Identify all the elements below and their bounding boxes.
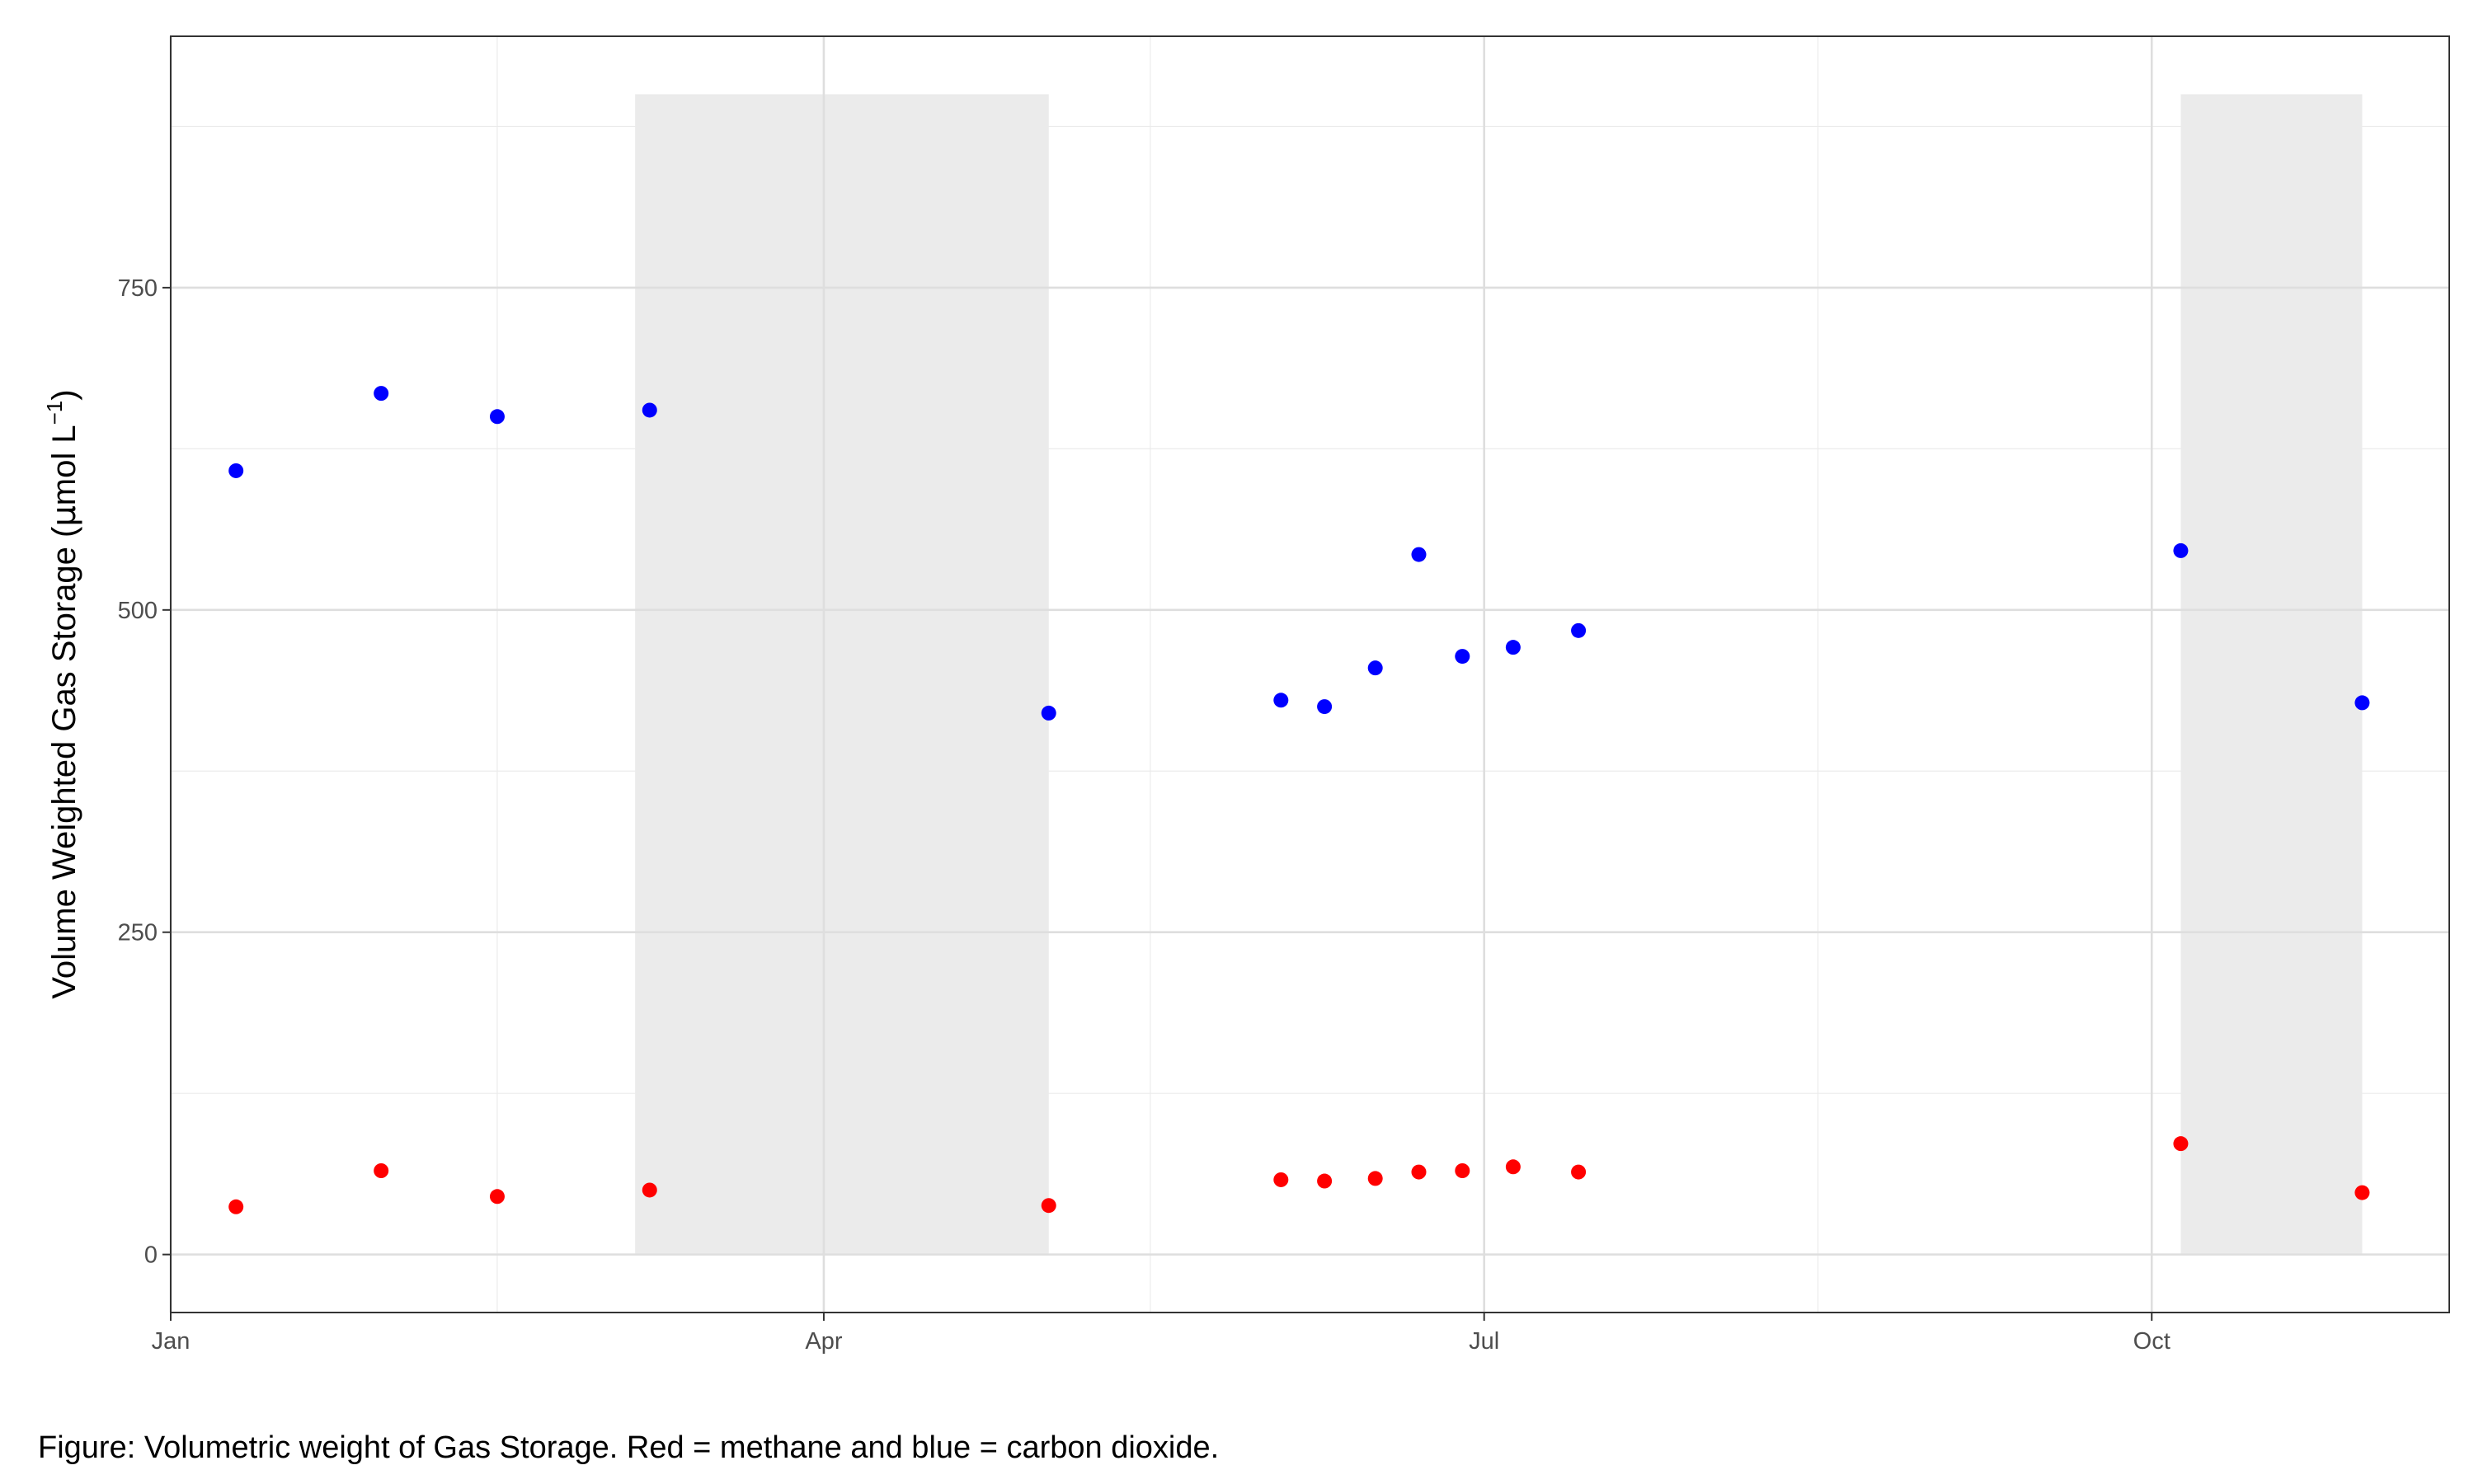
data-point-s2-14 bbox=[2354, 1185, 2370, 1200]
data-point-s1-2 bbox=[374, 386, 389, 402]
data-point-s1-11 bbox=[1505, 640, 1521, 655]
data-point-s1-10 bbox=[1455, 649, 1470, 665]
data-point-s1-6 bbox=[1273, 693, 1289, 708]
data-point-s2-9 bbox=[1411, 1164, 1427, 1180]
data-point-s1-14 bbox=[2354, 695, 2370, 711]
data-point-s2-12 bbox=[1571, 1164, 1587, 1180]
data-point-s1-12 bbox=[1571, 622, 1587, 638]
y-tick-label: 250 bbox=[118, 920, 158, 946]
y-tick-label: 750 bbox=[118, 275, 158, 302]
data-point-s2-13 bbox=[2173, 1136, 2189, 1152]
shaded-periods bbox=[635, 94, 2363, 1255]
data-point-s1-4 bbox=[642, 402, 657, 418]
data-point-s2-3 bbox=[489, 1189, 505, 1205]
figure-caption: Figure: Volumetric weight of Gas Storage… bbox=[38, 1430, 1220, 1465]
x-tick-label: Oct bbox=[2133, 1328, 2171, 1355]
data-point-s1-1 bbox=[228, 463, 244, 478]
data-point-s2-7 bbox=[1317, 1173, 1333, 1189]
y-axis-title-close: ) bbox=[46, 389, 82, 400]
shaded-period-1 bbox=[635, 94, 1049, 1255]
y-axis-title-mu: μ bbox=[45, 505, 83, 526]
data-point-s2-4 bbox=[642, 1182, 657, 1198]
data-point-s2-10 bbox=[1455, 1163, 1470, 1178]
data-point-s1-13 bbox=[2173, 542, 2189, 558]
data-point-s2-1 bbox=[228, 1199, 244, 1214]
x-tick-label: Jan bbox=[152, 1328, 190, 1355]
x-tick-label: Apr bbox=[805, 1328, 842, 1355]
y-axis-title-exponent: −1 bbox=[42, 401, 67, 425]
data-point-s1-7 bbox=[1317, 699, 1333, 715]
y-tick-label: 500 bbox=[118, 598, 158, 624]
x-tick-label: Jul bbox=[1469, 1328, 1499, 1355]
y-axis-title-main: Volume Weighted Gas Storage ( bbox=[46, 526, 82, 999]
data-point-s1-3 bbox=[489, 409, 505, 425]
data-point-s1-8 bbox=[1367, 660, 1383, 676]
shaded-period-2 bbox=[2180, 94, 2363, 1255]
data-point-s2-11 bbox=[1505, 1159, 1521, 1175]
gridlines bbox=[169, 36, 2449, 1313]
y-axis-title: Volume Weighted Gas Storage (μmol L−1) bbox=[42, 389, 83, 998]
data-point-s2-8 bbox=[1367, 1171, 1383, 1186]
data-point-s1-9 bbox=[1411, 547, 1427, 562]
data-point-s2-5 bbox=[1041, 1198, 1056, 1214]
data-point-s2-2 bbox=[374, 1163, 389, 1178]
data-point-s2-6 bbox=[1273, 1172, 1289, 1187]
data-points bbox=[228, 386, 2370, 1214]
data-point-s1-5 bbox=[1041, 705, 1056, 721]
y-axis-title-unit: mol L bbox=[46, 425, 82, 505]
y-tick-label: 0 bbox=[144, 1242, 158, 1269]
panel-border bbox=[170, 35, 2450, 1313]
axes: 0 250 500 750 Jan Apr Jul Oct bbox=[118, 275, 2171, 1355]
